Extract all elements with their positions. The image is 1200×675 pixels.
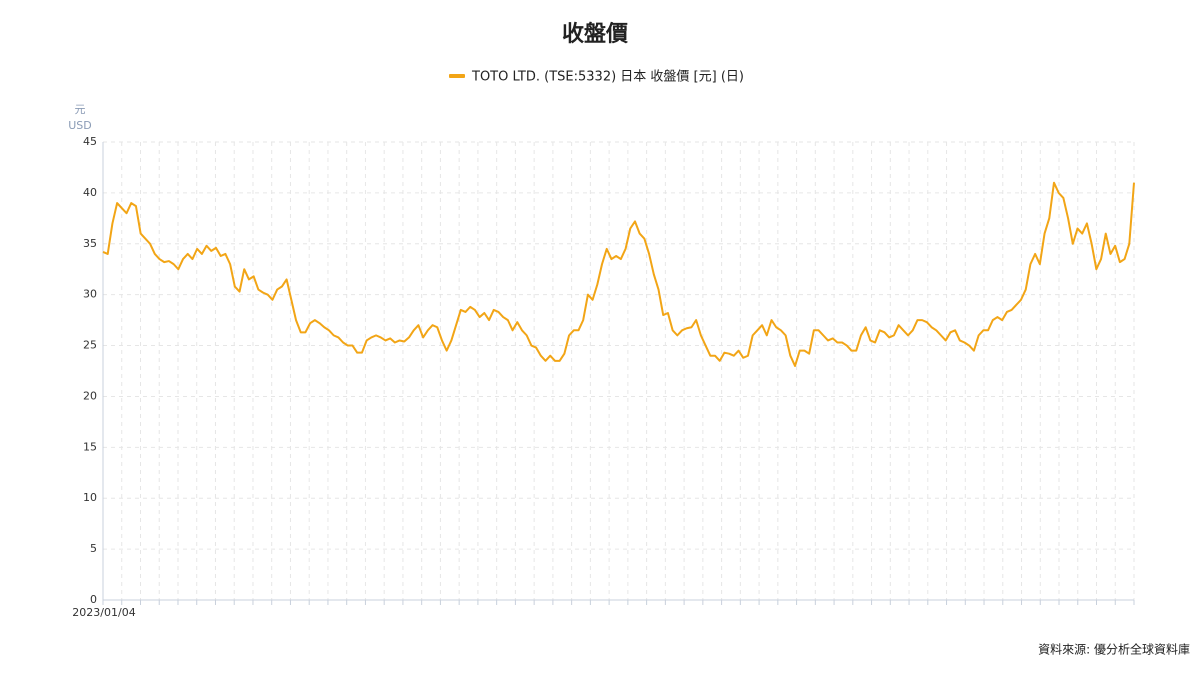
y-tick-label: 25 [83,339,97,352]
price-line [102,181,1135,367]
y-tick-label: 10 [83,491,97,504]
y-tick-label: 20 [83,389,97,402]
y-tick-label: 15 [83,440,97,453]
y-tick-label: 5 [90,542,97,555]
legend-swatch [449,74,465,78]
x-tick-label: 2023/01/04 [72,606,135,619]
y-tick-label: 35 [83,237,97,250]
source-note: 資料來源: 優分析全球資料庫 [1038,642,1190,657]
y-tick-label: 45 [83,135,97,148]
y-tick-label: 30 [83,288,97,301]
chart-title: 收盤價 [562,21,629,47]
y-tick-label: 0 [90,593,97,606]
y-unit: 元 [75,103,86,116]
y-currency: USD [68,119,92,132]
y-tick-label: 40 [83,186,97,199]
legend-label: TOTO LTD. (TSE:5332) 日本 收盤價 [元] (日) [471,70,744,85]
